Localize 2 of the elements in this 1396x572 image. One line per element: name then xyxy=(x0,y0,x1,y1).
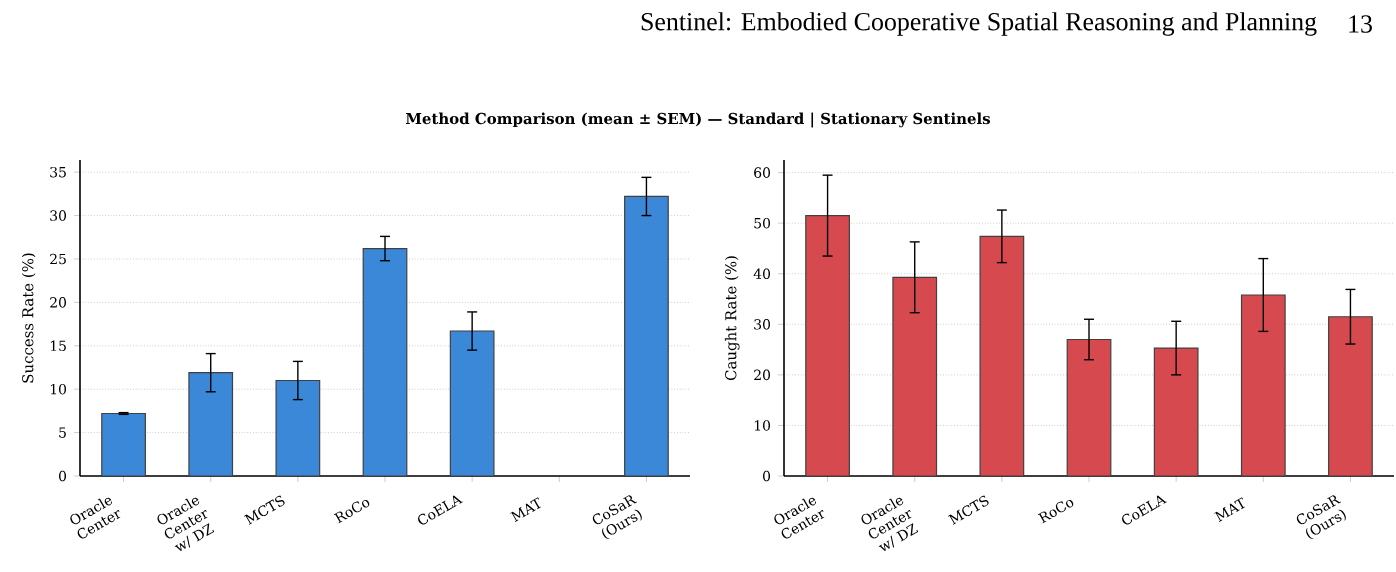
text: Sentinel: Embodied Cooperative Spatial Reasoning and Planning xyxy=(641,12,1317,36)
text: 13 xyxy=(1349,15,1372,33)
